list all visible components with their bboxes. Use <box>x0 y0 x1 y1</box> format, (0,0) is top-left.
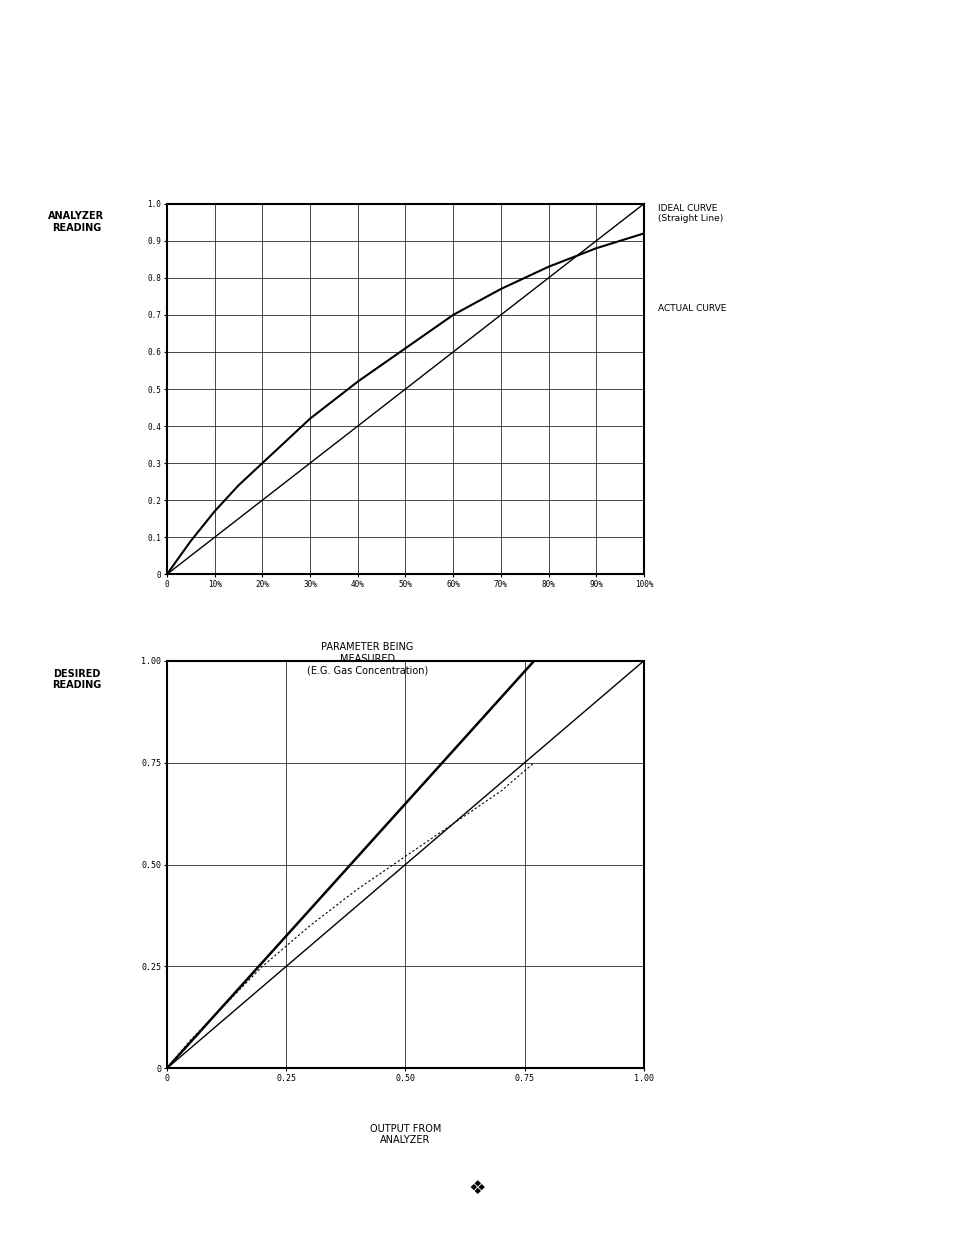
Text: PARAMETER BEING
MEASURED
(E.G. Gas Concentration): PARAMETER BEING MEASURED (E.G. Gas Conce… <box>306 642 428 676</box>
Text: OUTPUT FROM
ANALYZER: OUTPUT FROM ANALYZER <box>370 1124 440 1145</box>
Text: DESIRED
READING: DESIRED READING <box>51 669 101 690</box>
Text: ANALYZER
READING: ANALYZER READING <box>49 211 104 232</box>
Text: ❖: ❖ <box>468 1178 485 1198</box>
Text: ACTUAL CURVE: ACTUAL CURVE <box>658 304 726 312</box>
Text: IDEAL CURVE
(Straight Line): IDEAL CURVE (Straight Line) <box>658 204 722 224</box>
